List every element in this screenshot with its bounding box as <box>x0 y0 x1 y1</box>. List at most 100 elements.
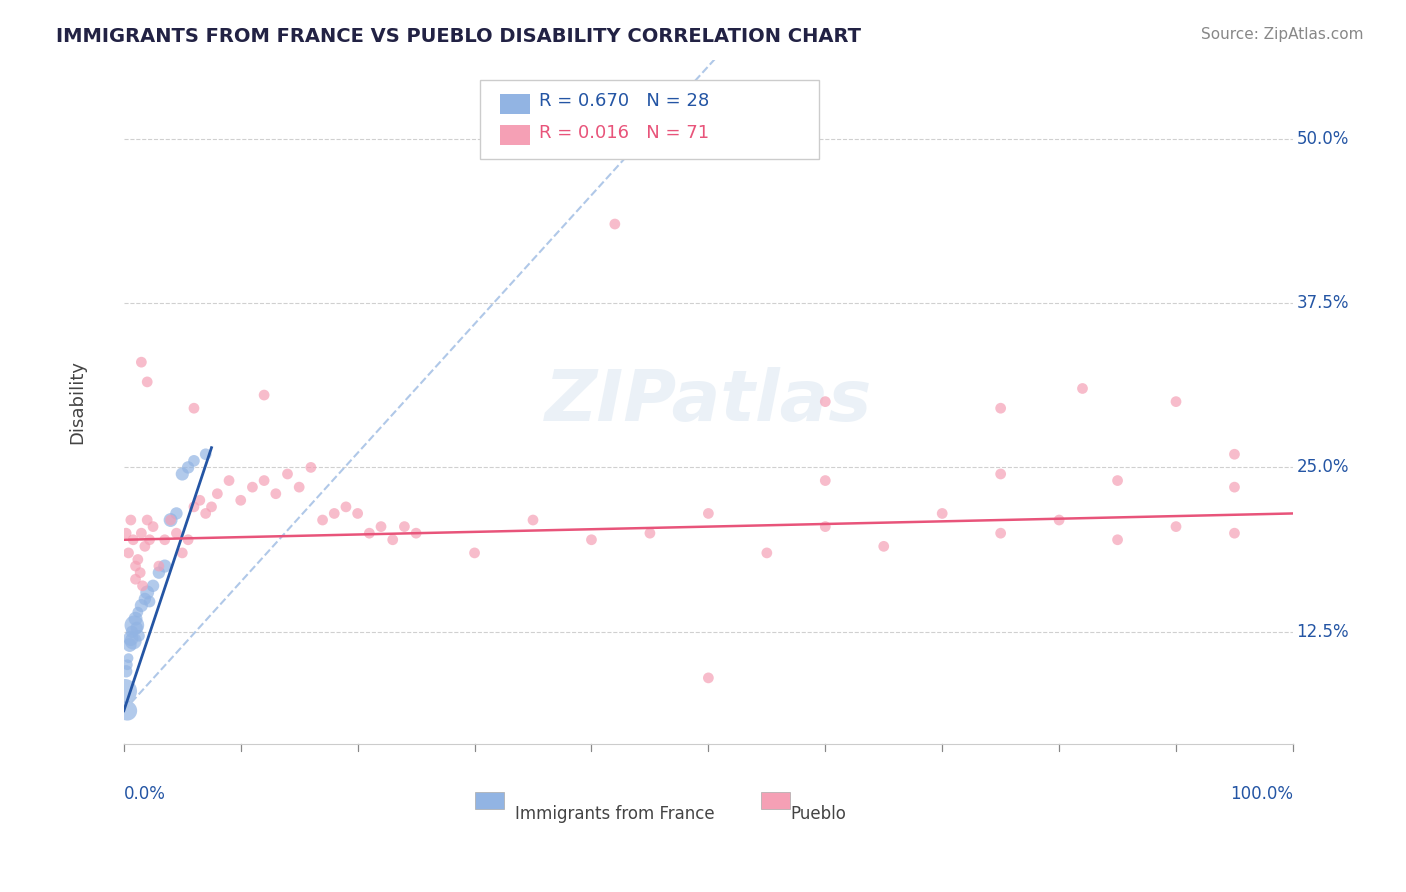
Point <box>814 474 837 488</box>
Point <box>122 634 145 648</box>
Point <box>172 546 194 560</box>
Point <box>394 519 416 533</box>
Point <box>522 513 544 527</box>
Point <box>120 513 142 527</box>
Point <box>117 546 139 560</box>
Point <box>323 507 346 521</box>
Point <box>1223 526 1246 541</box>
Point <box>1107 533 1129 547</box>
Text: Source: ZipAtlas.com: Source: ZipAtlas.com <box>1201 27 1364 42</box>
Point <box>138 594 160 608</box>
Point <box>148 566 170 580</box>
Point <box>131 355 153 369</box>
Point <box>194 507 217 521</box>
Text: 100.0%: 100.0% <box>1230 785 1294 803</box>
Point <box>335 500 357 514</box>
Point <box>288 480 311 494</box>
Point <box>136 585 159 599</box>
Point <box>1107 474 1129 488</box>
Point <box>276 467 298 481</box>
Point <box>755 546 778 560</box>
Point <box>121 624 143 639</box>
Point <box>990 526 1012 541</box>
Text: 0.0%: 0.0% <box>124 785 166 803</box>
Point <box>131 599 153 613</box>
Point <box>229 493 252 508</box>
Point <box>1164 519 1187 533</box>
Point <box>142 579 165 593</box>
Point <box>117 704 139 718</box>
Point <box>405 526 427 541</box>
Point <box>142 519 165 533</box>
Point <box>125 621 148 635</box>
Point <box>183 454 205 468</box>
Text: Pueblo: Pueblo <box>790 805 846 823</box>
Point <box>117 657 139 672</box>
FancyBboxPatch shape <box>481 80 820 159</box>
Point <box>638 526 661 541</box>
Point <box>207 486 229 500</box>
Point <box>990 401 1012 416</box>
Point <box>264 486 287 500</box>
Point <box>188 493 211 508</box>
Point <box>128 629 150 643</box>
Point <box>148 559 170 574</box>
Text: IMMIGRANTS FROM FRANCE VS PUEBLO DISABILITY CORRELATION CHART: IMMIGRANTS FROM FRANCE VS PUEBLO DISABIL… <box>56 27 862 45</box>
Point <box>131 526 153 541</box>
Point <box>370 519 392 533</box>
Point <box>177 460 200 475</box>
Point <box>990 467 1012 481</box>
Point <box>165 526 187 541</box>
Point <box>134 591 156 606</box>
FancyBboxPatch shape <box>475 791 503 809</box>
Point <box>117 651 139 665</box>
Point <box>814 519 837 533</box>
Point <box>120 632 142 646</box>
Point <box>115 526 138 541</box>
Point <box>464 546 486 560</box>
Point <box>122 533 145 547</box>
Point <box>159 513 181 527</box>
Point <box>346 507 368 521</box>
Text: 25.0%: 25.0% <box>1296 458 1348 476</box>
Point <box>359 526 381 541</box>
Point <box>814 394 837 409</box>
Text: 12.5%: 12.5% <box>1296 623 1350 640</box>
Point <box>873 539 896 553</box>
Text: ZIPatlas: ZIPatlas <box>544 368 872 436</box>
Text: R = 0.670   N = 28: R = 0.670 N = 28 <box>538 92 709 110</box>
Point <box>127 605 149 619</box>
Point <box>124 618 146 632</box>
Point <box>253 388 276 402</box>
Point <box>311 513 333 527</box>
Point <box>242 480 264 494</box>
Point <box>120 26 142 40</box>
Point <box>124 572 146 586</box>
Point <box>183 500 205 514</box>
Point <box>124 559 146 574</box>
Point <box>194 447 217 461</box>
Point <box>1047 513 1070 527</box>
Text: Disability: Disability <box>67 359 86 443</box>
Point <box>138 533 160 547</box>
Text: 37.5%: 37.5% <box>1296 294 1348 312</box>
Text: R = 0.016   N = 71: R = 0.016 N = 71 <box>538 125 709 143</box>
Point <box>931 507 953 521</box>
FancyBboxPatch shape <box>761 791 790 809</box>
Point <box>153 533 176 547</box>
FancyBboxPatch shape <box>501 125 530 145</box>
Point <box>177 533 200 547</box>
Point <box>299 460 322 475</box>
FancyBboxPatch shape <box>501 94 530 114</box>
Point <box>1164 394 1187 409</box>
Point <box>697 507 720 521</box>
Point <box>1223 480 1246 494</box>
Point <box>136 513 159 527</box>
Text: Immigrants from France: Immigrants from France <box>515 805 714 823</box>
Point <box>1223 447 1246 461</box>
Point <box>697 671 720 685</box>
Point <box>200 500 222 514</box>
Point <box>381 533 404 547</box>
Point <box>136 375 159 389</box>
Point <box>183 401 205 416</box>
